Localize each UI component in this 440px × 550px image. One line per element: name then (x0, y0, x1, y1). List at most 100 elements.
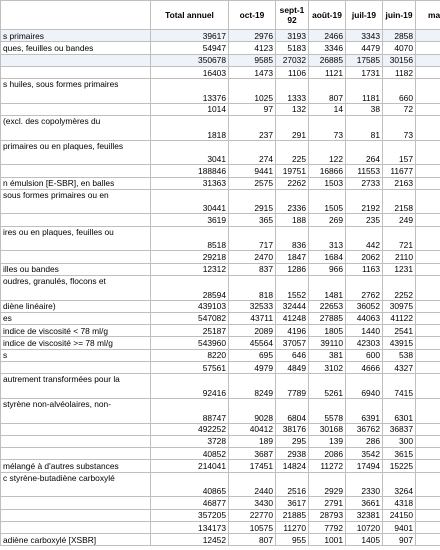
value-cell: 12312 (150, 262, 229, 276)
value-cell: 439103 (150, 299, 229, 313)
value-cell: 3842 (415, 422, 440, 436)
row-label (0, 213, 151, 227)
row-label: s (0, 348, 151, 363)
value-cell: 721 (382, 225, 416, 252)
value-cell: 2938 (275, 447, 309, 461)
value-cell: 3687 (228, 447, 276, 461)
value-cell: 107 (415, 533, 440, 547)
table-row: 3619365188269235249367 (0, 213, 440, 227)
value-cell: 72 (382, 102, 416, 117)
value-cell: 548 (415, 225, 440, 252)
table-row: s8220695646381600538630 (0, 348, 440, 363)
row-label: indice de viscosité >= 78 ml/g (0, 336, 151, 350)
table-row: c styrène-butadiène carboxylé 40865 2440 25… (0, 471, 440, 498)
value-cell: 836 (275, 225, 309, 252)
value-cell: 5183 (275, 41, 309, 55)
value-cell: 15225 (382, 459, 416, 473)
row-label: s huiles, sous formes primaires (0, 78, 151, 104)
value-cell: 30168 (308, 422, 346, 436)
table-row: styrène non-alvéolaires, non- 88747 9028 68… (0, 397, 440, 424)
value-cell: 4318 (382, 496, 416, 510)
value-cell: 8220 (150, 348, 229, 363)
value-cell: 2110 (382, 250, 416, 264)
table-row: primaires ou en plaques, feuilles 3041 274… (0, 139, 440, 166)
value-cell: 600 (345, 348, 383, 363)
value-cell: 255 (415, 139, 440, 166)
value-cell: 46877 (150, 496, 229, 510)
value-cell: 4979 (228, 361, 276, 375)
value-cell: 2158 (382, 188, 416, 215)
value-cell: 97 (228, 102, 276, 117)
table-row: ires ou en plaques, feuilles ou 8518 717 83… (0, 225, 440, 252)
value-cell: 40412 (228, 422, 276, 436)
value-cell: 14824 (275, 459, 309, 473)
row-label: n émulsion [E-SBR], en balles (0, 176, 151, 190)
value-cell: 492252 (150, 422, 229, 436)
value-cell: 40865 (150, 471, 229, 498)
row-label (0, 102, 151, 117)
value-cell: 2541 (382, 324, 416, 338)
value-cell: 32444 (275, 299, 309, 313)
value-cell: 313 (308, 225, 346, 252)
value-cell: 16403 (150, 65, 229, 80)
value-cell: 12452 (150, 533, 229, 547)
row-label: adiène carboxylé [XSBR] (0, 533, 151, 547)
value-cell: 3041 (150, 139, 229, 166)
value-cell: 2089 (228, 324, 276, 338)
value-cell: 43915 (382, 336, 416, 350)
header-cell: sept-192 (275, 0, 309, 30)
value-cell: 8518 (150, 225, 229, 252)
value-cell: 249 (382, 213, 416, 227)
value-cell: 44063 (345, 311, 383, 326)
row-label: s primaires (0, 28, 151, 43)
value-cell: 27032 (275, 53, 309, 67)
value-cell: 274 (228, 139, 276, 166)
value-cell: 2466 (308, 28, 346, 43)
row-label: autrement transformées pour la (0, 373, 151, 399)
value-cell: 1505 (308, 188, 346, 215)
value-cell: 41122 (382, 311, 416, 326)
table-row: 49225240412381763016836762368373842 (0, 422, 440, 436)
value-cell: 2336 (275, 188, 309, 215)
value-cell: 45564 (228, 336, 276, 350)
value-cell: 3617 (275, 496, 309, 510)
table-row: (excl. des copolymères du 1818 237 291 73 81 7… (0, 115, 440, 141)
value-cell: 7789 (275, 373, 309, 399)
value-cell: 109 (415, 65, 440, 80)
row-label: diène linéaire) (0, 299, 151, 313)
value-cell: 43711 (228, 311, 276, 326)
table-row: s primaires3961729763193246633432858301 (0, 28, 440, 43)
value-cell: 547082 (150, 311, 229, 326)
value-cell: 1231 (382, 262, 416, 276)
value-cell: 1552 (275, 274, 309, 301)
value-cell: 2976 (228, 28, 276, 43)
value-cell: 2929 (308, 471, 346, 498)
value-cell: 188846 (150, 164, 229, 178)
table-row: mélangé à d'autres substances 214041 17451… (0, 459, 440, 473)
value-cell: 1731 (345, 65, 383, 80)
table-row: oudres, granulés, flocons et 28594 818 1552… (0, 274, 440, 301)
row-label (0, 508, 151, 522)
value-cell: 155 (415, 434, 440, 449)
value-cell: 360 (415, 447, 440, 461)
value-cell: 11677 (382, 164, 416, 178)
value-cell: 2470 (228, 250, 276, 264)
value-cell: 3615 (382, 447, 416, 461)
value-cell: 11270 (275, 520, 309, 535)
value-cell: 3430 (228, 496, 276, 510)
value-cell: 38 (345, 102, 383, 117)
value-cell: 1772 (415, 164, 440, 178)
value-cell: 14 (308, 102, 346, 117)
value-cell: 2192 (345, 188, 383, 215)
row-label: sous formes primaires ou en (0, 188, 151, 215)
table-row: es54708243711412482788544063411224437 (0, 311, 440, 326)
table-row: 35720522770218852879332381241502497 (0, 508, 440, 522)
row-label (0, 520, 151, 535)
value-cell: 22770 (228, 508, 276, 522)
value-cell: 1286 (275, 262, 309, 276)
value-cell: 39110 (308, 336, 346, 350)
value-cell: 28793 (308, 508, 346, 522)
value-cell: 1014 (150, 102, 229, 117)
value-cell: 5578 (308, 397, 346, 424)
